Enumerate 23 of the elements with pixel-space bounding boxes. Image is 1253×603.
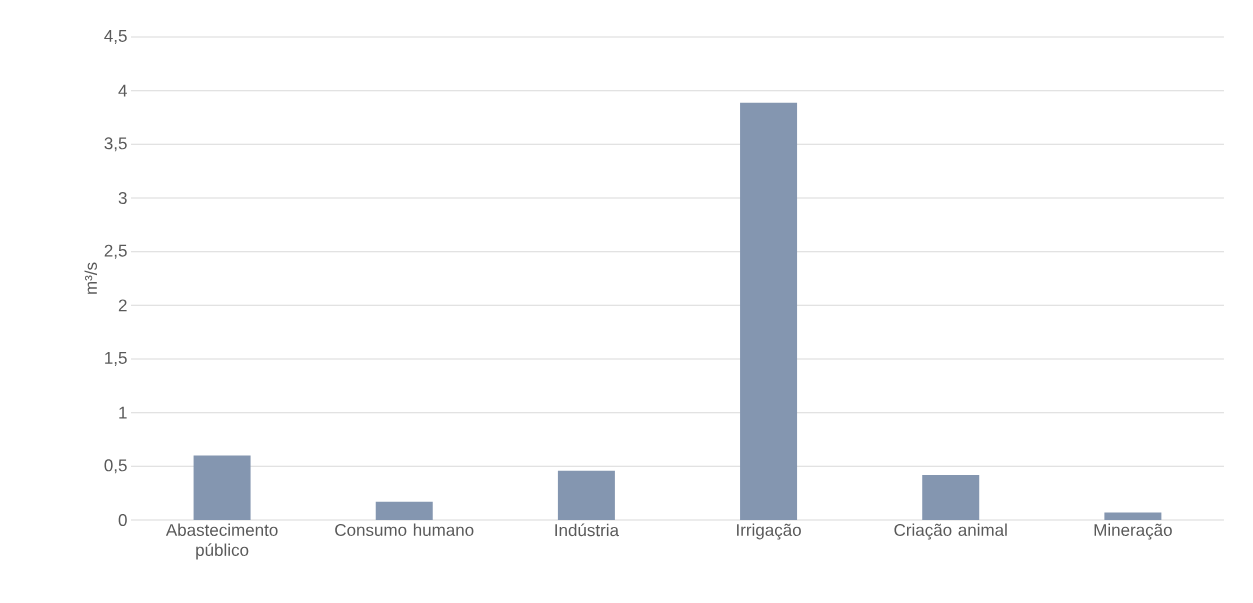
bar [375, 501, 433, 520]
bar [1104, 512, 1162, 520]
x-tick-label: Consumo humano [335, 523, 474, 537]
y-tick-label: 2,5 [104, 244, 127, 259]
bar [922, 474, 980, 520]
x-tick-label: Indústria [555, 523, 619, 537]
x-tick-label: Mineração [1094, 523, 1172, 540]
bar [740, 102, 798, 520]
x-tick-label: Criação animal [894, 523, 1007, 540]
y-tick-label: 4 [118, 84, 127, 97]
x-tick-label: Irrigação [737, 523, 801, 540]
y-axis-title: m³/s [84, 262, 97, 294]
y-tick-label: 3 [118, 191, 127, 205]
y-tick-label: 0 [118, 513, 127, 527]
y-tick-label: 4,5 [104, 30, 127, 44]
y-tick-label: 2 [118, 299, 127, 312]
bar [557, 470, 615, 520]
y-tick-label: 1,5 [105, 352, 127, 366]
y-tick-label: 1 [119, 406, 127, 419]
y-tick-label: 0,5 [104, 459, 127, 474]
bar [193, 455, 251, 520]
y-tick-label: 3,5 [104, 137, 127, 152]
x-tick-label: Abastecimento público [165, 523, 278, 560]
